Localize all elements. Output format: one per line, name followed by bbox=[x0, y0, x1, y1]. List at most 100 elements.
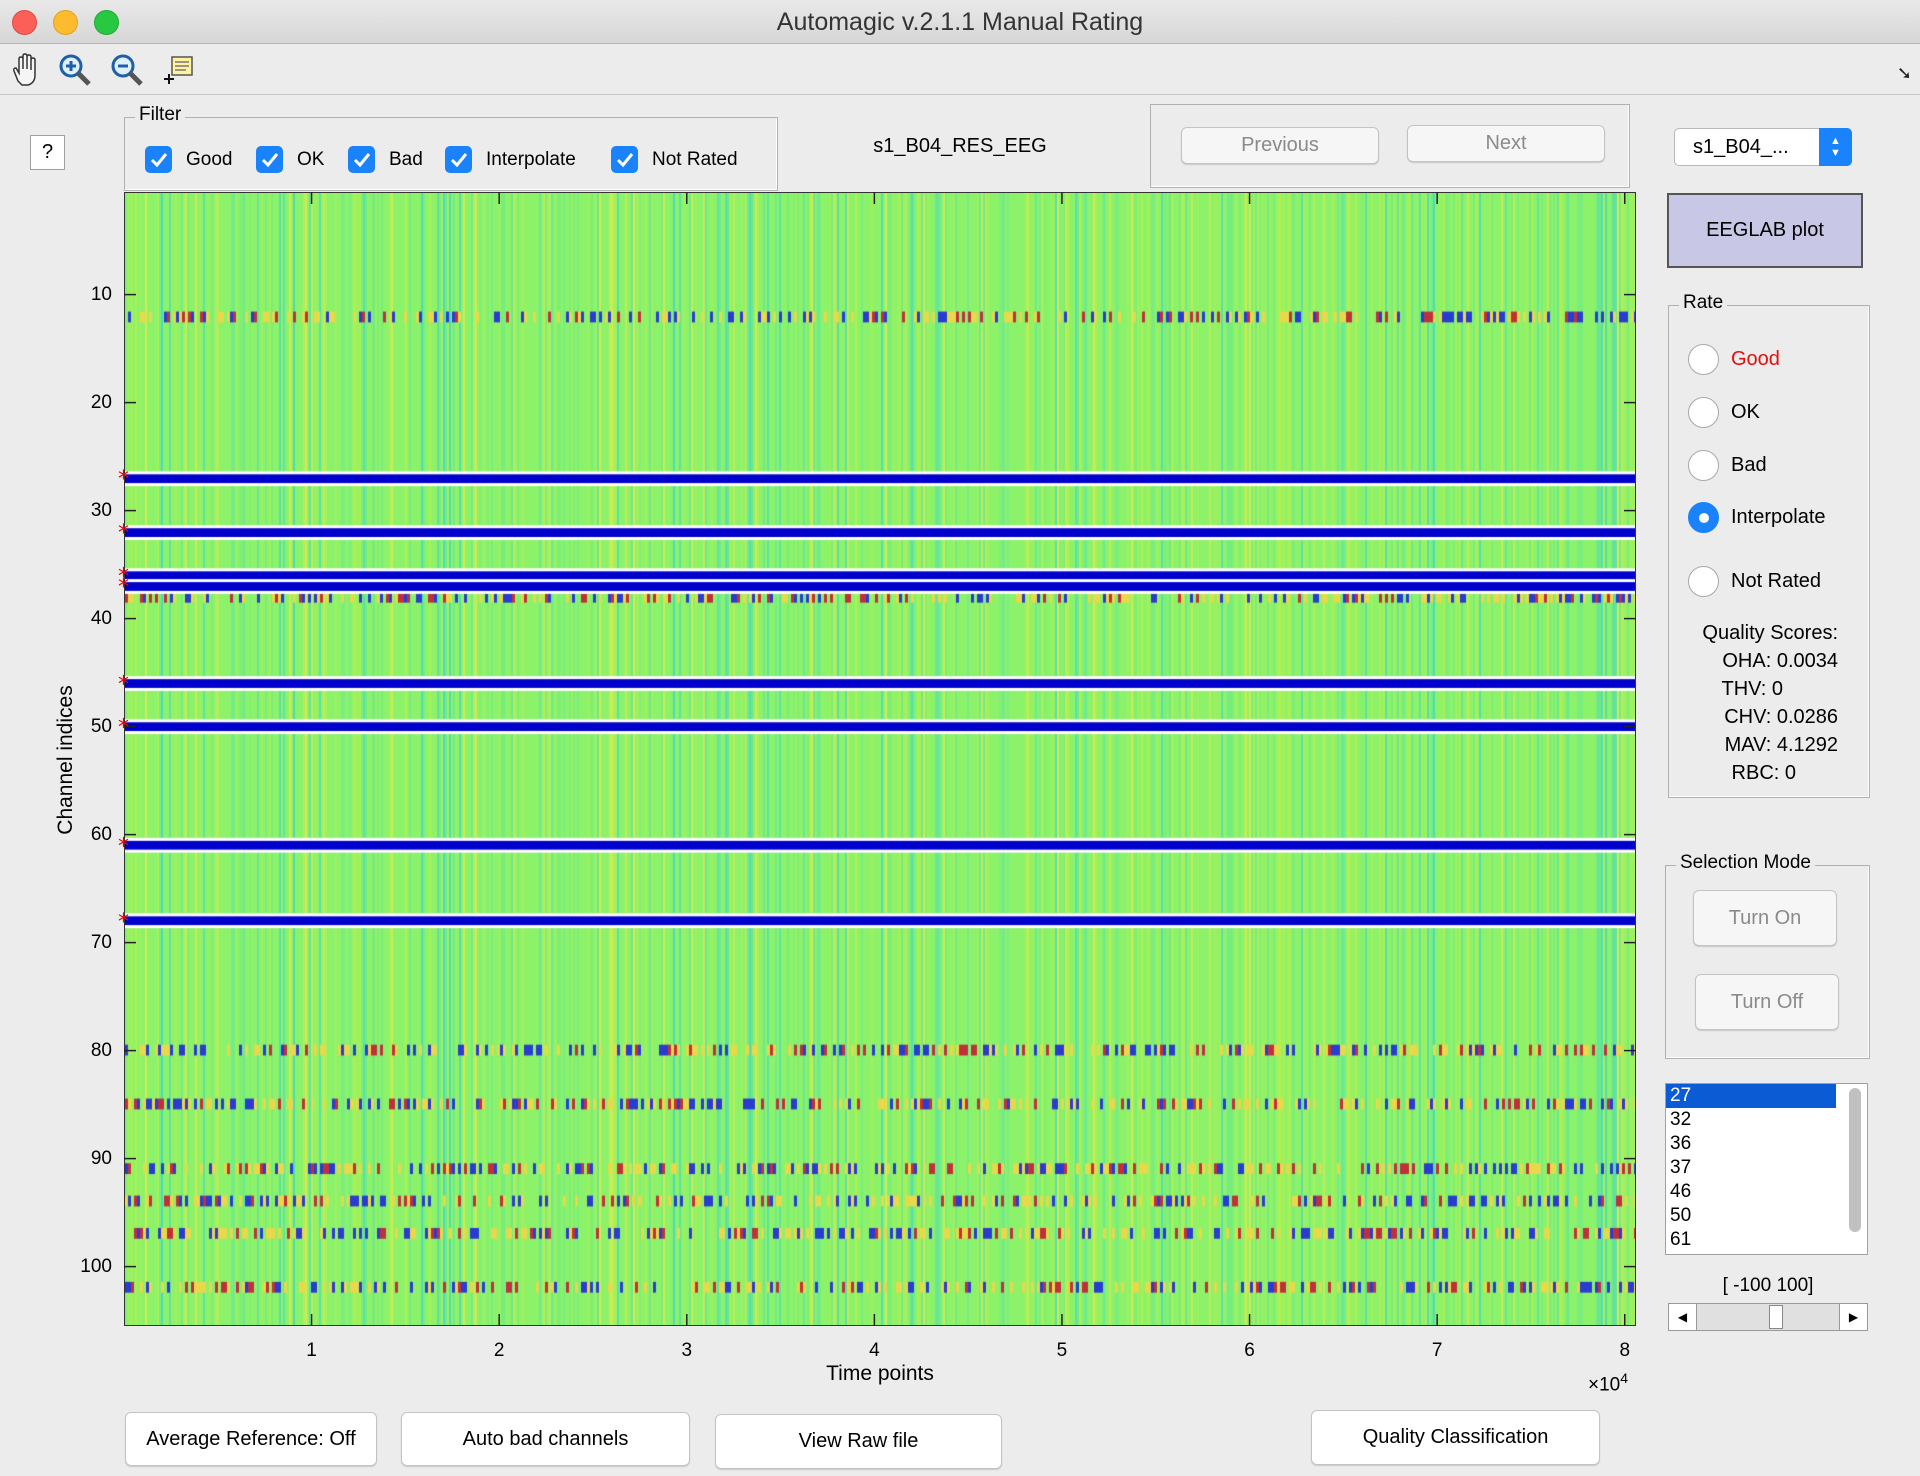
toolbar: ➘ bbox=[0, 45, 1920, 95]
list-item[interactable]: 32 bbox=[1670, 1109, 1692, 1130]
minimize-window-button[interactable] bbox=[53, 10, 78, 35]
quality-score-chv: CHV: 0.0286 bbox=[1724, 706, 1838, 728]
zoom-out-icon[interactable] bbox=[108, 51, 146, 89]
interpolated-channel-marker: * bbox=[118, 834, 129, 859]
file-title: s1_B04_RES_EEG bbox=[873, 135, 1047, 157]
radio-selected-icon bbox=[1688, 502, 1719, 533]
y-axis-label: Channel indices bbox=[54, 685, 77, 835]
x-tick-label: 8 bbox=[1619, 1340, 1631, 1361]
pan-hand-icon[interactable] bbox=[6, 51, 44, 89]
rate-interpolate-radio[interactable]: Interpolate bbox=[1688, 502, 1826, 533]
filter-panel: Filter Good OK Bad Interpolate Not Rated bbox=[124, 104, 778, 191]
quality-score-mav: MAV: 4.1292 bbox=[1724, 734, 1838, 756]
rate-panel: Rate bbox=[1668, 292, 1870, 798]
filter-good-checkbox[interactable]: Good bbox=[145, 146, 232, 173]
data-cursor-icon[interactable] bbox=[160, 51, 198, 89]
slider-left-arrow-icon[interactable]: ◀ bbox=[1669, 1304, 1697, 1330]
checkmark-icon bbox=[145, 146, 172, 173]
y-tick-label: 40 bbox=[90, 607, 112, 629]
x-tick-label: 2 bbox=[493, 1340, 505, 1361]
list-item[interactable]: 61 bbox=[1670, 1229, 1692, 1250]
interpolated-channel-marker: * bbox=[118, 716, 129, 741]
rate-bad-label: Bad bbox=[1731, 454, 1767, 476]
rate-good-radio[interactable]: Good bbox=[1688, 344, 1780, 375]
rate-not-rated-radio[interactable]: Not Rated bbox=[1688, 566, 1821, 597]
filter-panel-label: Filter bbox=[135, 104, 186, 126]
radio-icon bbox=[1688, 450, 1719, 481]
filter-interpolate-label: Interpolate bbox=[486, 148, 576, 170]
x-tick-label: 5 bbox=[1056, 1340, 1068, 1361]
radio-icon bbox=[1688, 566, 1719, 597]
previous-button[interactable]: Previous bbox=[1181, 127, 1379, 164]
quality-score-thv: THV: 0 bbox=[1721, 678, 1784, 700]
x-axis-multiplier: ×104 bbox=[1588, 1370, 1629, 1396]
close-window-button[interactable] bbox=[12, 10, 37, 35]
updown-chevron-icon: ▲ ▼ bbox=[1819, 128, 1852, 166]
y-tick-label: 70 bbox=[90, 931, 112, 953]
auto-bad-channels-button[interactable]: Auto bad channels bbox=[401, 1412, 690, 1466]
radio-icon bbox=[1688, 397, 1719, 428]
eeglab-plot-button[interactable]: EEGLAB plot bbox=[1667, 193, 1863, 268]
radio-icon bbox=[1688, 344, 1719, 375]
rate-ok-radio[interactable]: OK bbox=[1688, 397, 1760, 428]
quality-classification-button[interactable]: Quality Classification bbox=[1311, 1410, 1600, 1465]
turn-off-button[interactable]: Turn Off bbox=[1695, 974, 1839, 1030]
bad-channels-listbox[interactable]: 27 32 36 37 46 50 61 bbox=[1665, 1083, 1868, 1255]
rate-not-rated-label: Not Rated bbox=[1731, 570, 1822, 592]
filter-ok-checkbox[interactable]: OK bbox=[256, 146, 324, 173]
turn-on-button[interactable]: Turn On bbox=[1693, 890, 1837, 946]
rate-good-label: Good bbox=[1731, 348, 1780, 370]
filter-good-label: Good bbox=[186, 148, 233, 170]
help-button[interactable]: ? bbox=[30, 135, 65, 170]
x-tick-label: 4 bbox=[869, 1340, 880, 1361]
list-item[interactable]: 27 bbox=[1666, 1084, 1836, 1108]
checkmark-icon bbox=[256, 146, 283, 173]
list-item[interactable]: 36 bbox=[1670, 1133, 1692, 1154]
rate-bad-radio[interactable]: Bad bbox=[1688, 450, 1767, 481]
y-tick-label: 90 bbox=[90, 1147, 112, 1169]
filter-bad-checkbox[interactable]: Bad bbox=[348, 146, 423, 173]
quality-scores-heading: Quality Scores: bbox=[1702, 622, 1838, 644]
x-tick-label: 6 bbox=[1244, 1340, 1255, 1361]
file-select-dropdown[interactable]: s1_B04_... ▲ ▼ bbox=[1674, 128, 1852, 166]
window-title: Automagic v.2.1.1 Manual Rating bbox=[776, 8, 1144, 36]
interpolated-channel-marker: * bbox=[118, 467, 129, 492]
quality-score-rbc: RBC: 0 bbox=[1731, 762, 1796, 784]
y-tick-label: 60 bbox=[90, 823, 112, 845]
scale-slider[interactable]: ◀ ▶ bbox=[1668, 1303, 1868, 1331]
x-tick-label: 3 bbox=[681, 1340, 693, 1361]
next-button[interactable]: Next bbox=[1407, 125, 1605, 162]
rate-interpolate-label: Interpolate bbox=[1731, 506, 1826, 528]
y-tick-label: 100 bbox=[80, 1255, 112, 1277]
interpolated-channel-marker: * bbox=[118, 564, 129, 589]
view-raw-file-button[interactable]: View Raw file bbox=[715, 1414, 1002, 1469]
scale-range-label: [ -100 100] bbox=[1722, 1275, 1814, 1296]
y-tick-label: 30 bbox=[90, 499, 112, 521]
zoom-in-icon[interactable] bbox=[56, 51, 94, 89]
slider-thumb[interactable] bbox=[1768, 1305, 1783, 1329]
checkmark-icon bbox=[611, 146, 638, 173]
slider-right-arrow-icon[interactable]: ▶ bbox=[1839, 1304, 1867, 1330]
x-tick-label: 7 bbox=[1431, 1340, 1443, 1361]
x-tick-label: 1 bbox=[306, 1340, 317, 1361]
list-item[interactable]: 50 bbox=[1670, 1205, 1692, 1226]
filter-not-rated-checkbox[interactable]: Not Rated bbox=[611, 146, 738, 173]
rate-panel-label: Rate bbox=[1679, 292, 1728, 314]
x-axis-label: Time points bbox=[826, 1362, 934, 1385]
list-item[interactable]: 37 bbox=[1670, 1157, 1692, 1178]
eeg-heatmap-plot[interactable] bbox=[124, 192, 1636, 1326]
interpolated-channel-marker: * bbox=[118, 910, 129, 935]
filter-interpolate-checkbox[interactable]: Interpolate bbox=[445, 146, 576, 173]
selection-mode-label: Selection Mode bbox=[1676, 852, 1815, 874]
dock-arrow-icon[interactable]: ➘ bbox=[1896, 63, 1912, 83]
average-reference-button[interactable]: Average Reference: Off bbox=[125, 1412, 377, 1466]
y-tick-label: 20 bbox=[90, 391, 112, 413]
file-select-value: s1_B04_... bbox=[1693, 136, 1789, 158]
list-item[interactable]: 46 bbox=[1670, 1181, 1692, 1202]
filter-ok-label: OK bbox=[297, 148, 325, 170]
y-tick-label: 50 bbox=[90, 715, 112, 737]
maximize-window-button[interactable] bbox=[94, 10, 119, 35]
checkmark-icon bbox=[445, 146, 472, 173]
listbox-scrollbar[interactable] bbox=[1849, 1088, 1861, 1232]
